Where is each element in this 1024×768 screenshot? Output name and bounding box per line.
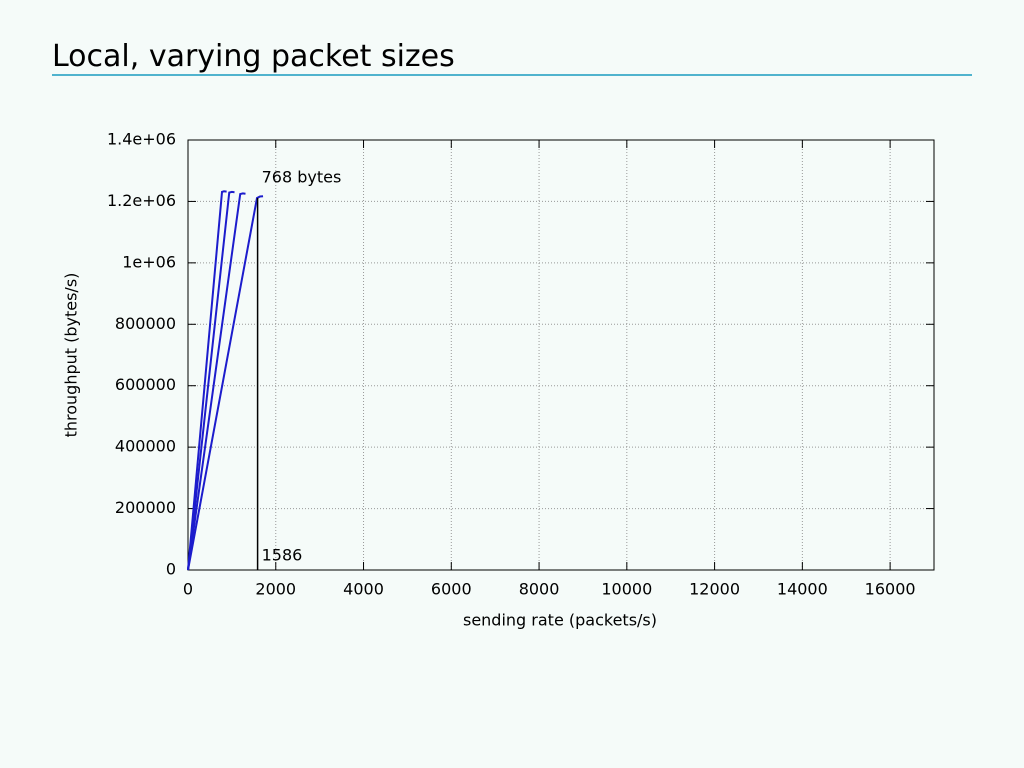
y-tick-label: 1.2e+06 xyxy=(107,191,176,210)
x-tick-label: 2000 xyxy=(255,580,296,599)
x-tick-label: 6000 xyxy=(431,580,472,599)
x-tick-label: 4000 xyxy=(343,580,384,599)
slide-title: Local, varying packet sizes xyxy=(52,39,455,74)
y-tick-label: 1.4e+06 xyxy=(107,130,176,149)
series-line xyxy=(187,190,227,571)
series-line xyxy=(187,192,246,571)
y-tick-label: 200000 xyxy=(115,498,176,517)
x-tick-label: 0 xyxy=(183,580,193,599)
series-line xyxy=(187,195,264,571)
y-tick-label: 1e+06 xyxy=(122,252,176,271)
plot-frame xyxy=(187,139,935,571)
x-tick-label: 10000 xyxy=(601,580,652,599)
y-tick-label: 0 xyxy=(166,560,176,579)
annotation: 768 bytes xyxy=(262,168,342,187)
x-axis-label: sending rate (packets/s) xyxy=(463,611,657,630)
y-tick-label: 600000 xyxy=(115,375,176,394)
y-tick-label: 800000 xyxy=(115,314,176,333)
x-tick-label: 8000 xyxy=(519,580,560,599)
x-tick-label: 12000 xyxy=(689,580,740,599)
x-tick-label: 14000 xyxy=(777,580,828,599)
y-tick-label: 400000 xyxy=(115,437,176,456)
y-axis-label: throughput (bytes/s) xyxy=(62,273,81,438)
reference-label: 1586 xyxy=(262,546,303,565)
x-tick-label: 16000 xyxy=(865,580,916,599)
series-line xyxy=(187,190,235,571)
